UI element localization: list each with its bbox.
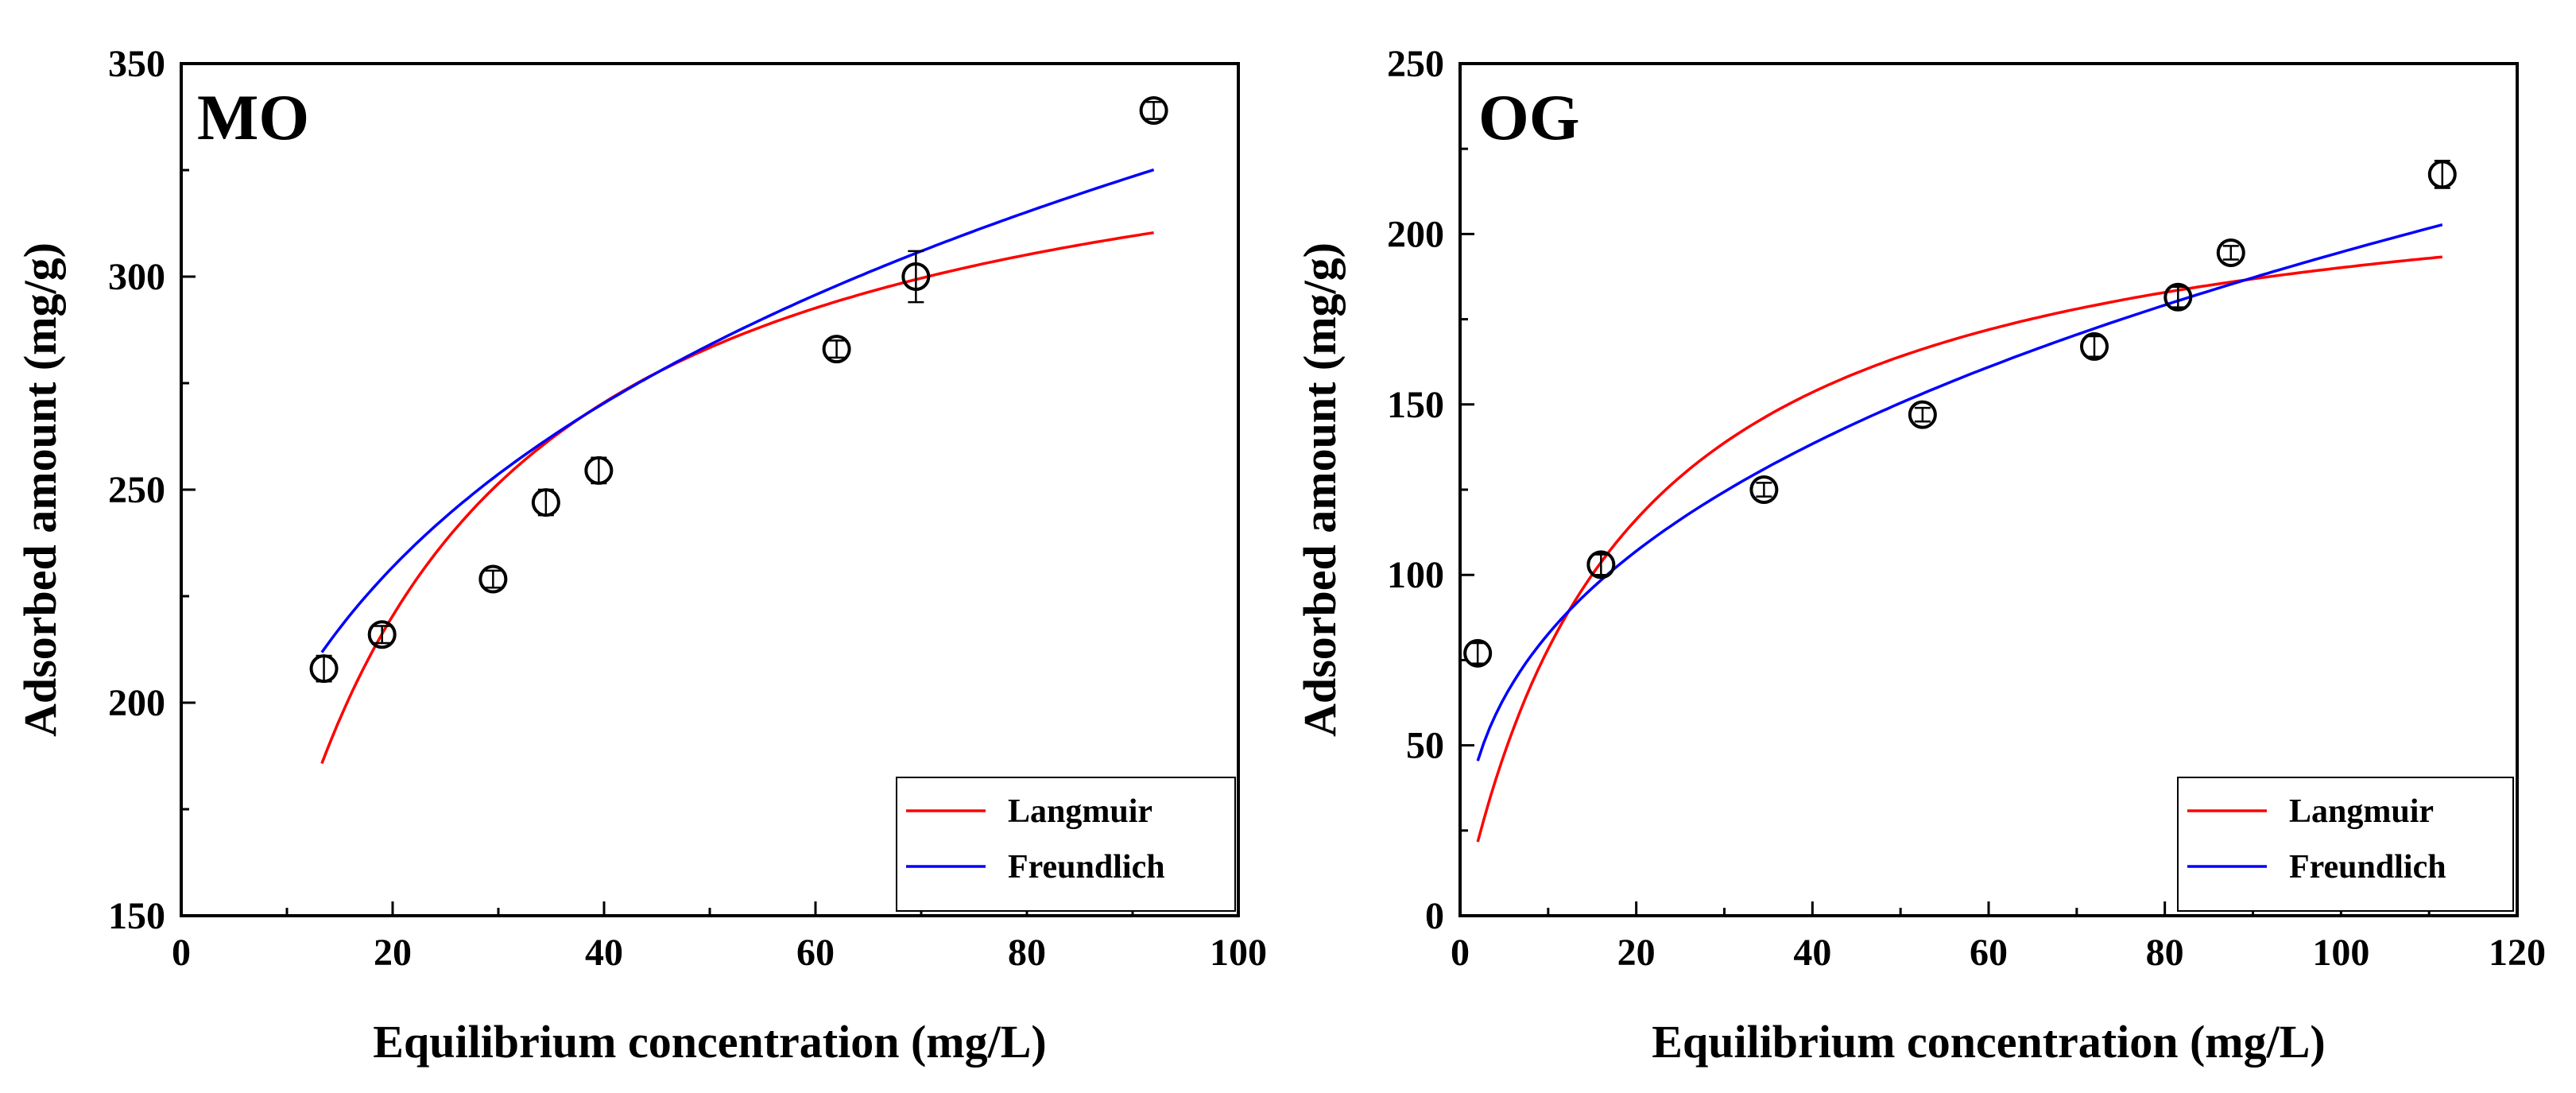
- og-y-ticks: 0 50 100 150 200 250: [1387, 43, 1474, 937]
- og-x-tick-label: 80: [2146, 932, 2184, 974]
- point-marker: [2216, 238, 2245, 267]
- og-legend-label-freundlich: Freundlich: [2289, 849, 2446, 886]
- og-legend-label-langmuir: Langmuir: [2289, 793, 2434, 830]
- og-x-tick-label: 20: [1617, 932, 1656, 974]
- point-marker: [822, 335, 851, 364]
- mo-curve-freundlich: [320, 168, 1155, 653]
- og-y-tick-label: 250: [1387, 43, 1444, 85]
- mo-legend-label-langmuir: Langmuir: [1008, 793, 1152, 830]
- mo-legend: Langmuir Freundlich: [896, 777, 1236, 912]
- mo-data-points: [309, 95, 1168, 684]
- mo-data-point: [367, 620, 397, 649]
- point-marker: [1749, 475, 1779, 504]
- og-data-point: [1749, 475, 1779, 504]
- og-x-tick-label: 0: [1451, 932, 1470, 974]
- og-data-point: [1586, 550, 1616, 579]
- point-marker: [1586, 550, 1616, 579]
- point-marker: [1463, 638, 1493, 668]
- mo-y-tick-label: 200: [108, 682, 165, 724]
- og-data-point: [2216, 238, 2245, 267]
- point-marker: [901, 262, 931, 291]
- mo-y-tick-label: 300: [108, 256, 165, 298]
- mo-legend-label-freundlich: Freundlich: [1008, 849, 1165, 886]
- mo-y-tick-label: 250: [108, 469, 165, 511]
- mo-x-axis-title: Equilibrium concentration (mg/L): [373, 1016, 1046, 1068]
- og-fit-curves: [1476, 223, 2443, 843]
- point-marker: [367, 620, 397, 649]
- og-x-tick-label: 60: [1970, 932, 2008, 974]
- og-x-tick-label: 120: [2489, 932, 2546, 974]
- og-y-tick-label: 200: [1387, 213, 1444, 255]
- og-data-point: [2163, 282, 2193, 312]
- og-data-points: [1463, 159, 2457, 668]
- mo-panel-label: MO: [197, 81, 309, 153]
- mo-data-point: [309, 654, 339, 684]
- og-y-tick-label: 0: [1425, 895, 1444, 937]
- mo-fit-curves: [320, 168, 1155, 765]
- og-data-point: [1463, 638, 1493, 668]
- mo-legend-box: [896, 777, 1236, 912]
- og-data-point: [2427, 159, 2457, 189]
- mo-x-tick-label: 100: [1210, 932, 1267, 974]
- og-y-tick-label: 150: [1387, 384, 1444, 426]
- point-marker: [2163, 282, 2193, 312]
- mo-x-tick-label: 40: [585, 932, 623, 974]
- mo-x-tick-label: 20: [374, 932, 412, 974]
- point-marker: [1908, 400, 1937, 429]
- og-x-axis-title: Equilibrium concentration (mg/L): [1652, 1016, 2325, 1068]
- og-panel-label: OG: [1478, 81, 1580, 153]
- og-curve-freundlich: [1476, 223, 2443, 762]
- chart-og: 0 20 40 60 80 100 120 0 50 100 150 200 250 OG Langm…: [1294, 43, 2546, 1068]
- mo-curve-langmuir: [320, 231, 1154, 765]
- og-y-tick-label: 100: [1387, 554, 1444, 596]
- mo-x-tick-label: 60: [796, 932, 835, 974]
- point-marker: [531, 488, 560, 517]
- mo-data-point: [822, 335, 851, 364]
- og-x-tick-label: 40: [1793, 932, 1831, 974]
- mo-x-ticks: 0 20 40 60 80 100: [172, 901, 1267, 974]
- point-marker: [584, 455, 614, 485]
- mo-data-point: [584, 455, 614, 485]
- mo-data-point: [478, 564, 508, 594]
- point-marker: [2080, 331, 2109, 361]
- og-x-tick-label: 100: [2312, 932, 2369, 974]
- og-legend: Langmuir Freundlich: [2177, 777, 2514, 912]
- mo-data-point: [901, 250, 931, 304]
- og-y-axis-title: Adsorbed amount (mg/g): [1294, 242, 1346, 737]
- mo-x-tick-label: 0: [172, 932, 191, 974]
- point-marker: [309, 654, 339, 684]
- mo-x-tick-label: 80: [1008, 932, 1046, 974]
- og-data-point: [2080, 331, 2109, 361]
- og-x-ticks: 0 20 40 60 80 100 120: [1451, 901, 2546, 974]
- chart-mo: 0 20 40 60 80 100 150 200 250 300 350 MO Langmuir…: [14, 43, 1267, 1068]
- mo-y-tick-label: 150: [108, 895, 165, 937]
- mo-y-tick-label: 350: [108, 43, 165, 85]
- point-marker: [1139, 95, 1168, 125]
- point-marker: [2427, 160, 2457, 189]
- mo-data-point: [531, 488, 560, 517]
- og-y-tick-label: 50: [1406, 725, 1444, 767]
- og-legend-box: [2177, 777, 2514, 912]
- mo-data-point: [1139, 95, 1168, 125]
- point-marker: [478, 564, 508, 594]
- og-curve-langmuir: [1476, 255, 2442, 843]
- og-data-point: [1908, 400, 1937, 429]
- mo-y-ticks: 150 200 250 300 350: [108, 43, 196, 937]
- mo-y-axis-title: Adsorbed amount (mg/g): [14, 242, 66, 737]
